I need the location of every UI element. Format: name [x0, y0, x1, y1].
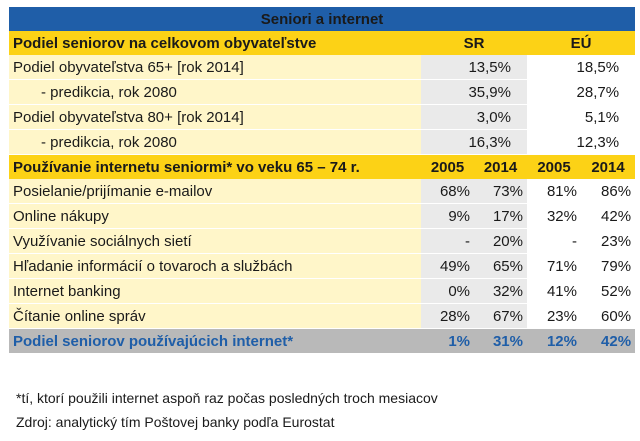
total-value: 42% — [581, 328, 636, 353]
value-cell: 42% — [581, 203, 636, 229]
year-header: 2014 — [581, 154, 636, 179]
value-cell: 0% — [421, 278, 474, 304]
value-cell: 73% — [474, 179, 527, 204]
value-sr: 13,5% — [421, 55, 527, 80]
value-cell: 23% — [581, 228, 636, 254]
total-value: 31% — [474, 328, 527, 353]
year-header: 2014 — [474, 154, 527, 179]
row-label: - predikcia, rok 2080 — [9, 129, 421, 155]
value-cell: 79% — [581, 253, 636, 279]
value-cell: 65% — [474, 253, 527, 279]
section1-header: Podiel seniorov na celkovom obyvateľstve — [9, 31, 421, 55]
table-row: Čítanie online správ 28% 67% 23% 60% — [9, 303, 636, 329]
value-cell: 41% — [527, 278, 581, 304]
table-row: Podiel obyvateľstva 80+ [rok 2014] 3,0% … — [9, 104, 636, 130]
table-row: Posielanie/prijímanie e-mailov 68% 73% 8… — [9, 179, 636, 204]
total-label: Podiel seniorov používajúcich internet* — [9, 328, 421, 353]
value-sr: 35,9% — [421, 79, 527, 105]
row-label: Posielanie/prijímanie e-mailov — [9, 179, 421, 204]
value-cell: 32% — [527, 203, 581, 229]
row-label: Čítanie online správ — [9, 303, 421, 329]
table-row: Internet banking 0% 32% 41% 52% — [9, 278, 636, 304]
total-value: 12% — [527, 328, 581, 353]
value-cell: 49% — [421, 253, 474, 279]
table-row: Využívanie sociálnych sietí - 20% - 23% — [9, 228, 636, 254]
value-eu: 12,3% — [527, 129, 636, 155]
footnote: *tí, ktorí použili internet aspoň raz po… — [16, 390, 438, 406]
value-eu: 18,5% — [527, 55, 636, 80]
source-note: Zdroj: analytický tím Poštovej banky pod… — [16, 414, 335, 430]
section2-header: Používanie internetu seniormi* vo veku 6… — [9, 154, 421, 179]
notes: *tí, ktorí použili internet aspoň raz po… — [16, 386, 438, 434]
value-eu: 28,7% — [527, 79, 636, 105]
table-row: Online nákupy 9% 17% 32% 42% — [9, 203, 636, 229]
table-row: - predikcia, rok 2080 16,3% 12,3% — [9, 129, 636, 155]
value-cell: 52% — [581, 278, 636, 304]
value-cell: 81% — [527, 179, 581, 204]
row-label: Online nákupy — [9, 203, 421, 229]
value-sr: 3,0% — [421, 104, 527, 130]
seniors-internet-table: Seniori a internet Podiel seniorov na ce… — [9, 7, 636, 353]
value-cell: 71% — [527, 253, 581, 279]
row-label: Využívanie sociálnych sietí — [9, 228, 421, 254]
table-title: Seniori a internet — [9, 7, 636, 31]
value-cell: 86% — [581, 179, 636, 204]
row-label: Internet banking — [9, 278, 421, 304]
row-label: Hľadanie informácií o tovaroch a službác… — [9, 253, 421, 279]
total-value: 1% — [421, 328, 474, 353]
value-cell: - — [421, 228, 474, 254]
col-sr: SR — [421, 31, 527, 55]
value-cell: 28% — [421, 303, 474, 329]
year-header: 2005 — [421, 154, 474, 179]
value-eu: 5,1% — [527, 104, 636, 130]
table-row: Podiel obyvateľstva 65+ [rok 2014] 13,5%… — [9, 55, 636, 80]
table-row: Hľadanie informácií o tovaroch a službác… — [9, 253, 636, 279]
year-header: 2005 — [527, 154, 581, 179]
table-row: - predikcia, rok 2080 35,9% 28,7% — [9, 79, 636, 105]
value-cell: 67% — [474, 303, 527, 329]
row-label: Podiel obyvateľstva 80+ [rok 2014] — [9, 104, 421, 130]
value-cell: - — [527, 228, 581, 254]
table-title-row: Seniori a internet — [9, 7, 636, 31]
value-cell: 17% — [474, 203, 527, 229]
value-cell: 60% — [581, 303, 636, 329]
row-label: - predikcia, rok 2080 — [9, 79, 421, 105]
section2-header-row: Používanie internetu seniormi* vo veku 6… — [9, 154, 636, 179]
value-cell: 20% — [474, 228, 527, 254]
value-cell: 9% — [421, 203, 474, 229]
col-eu: EÚ — [527, 31, 636, 55]
value-cell: 68% — [421, 179, 474, 204]
value-cell: 32% — [474, 278, 527, 304]
value-cell: 23% — [527, 303, 581, 329]
total-row: Podiel seniorov používajúcich internet* … — [9, 328, 636, 353]
value-sr: 16,3% — [421, 129, 527, 155]
section1-header-row: Podiel seniorov na celkovom obyvateľstve… — [9, 31, 636, 55]
row-label: Podiel obyvateľstva 65+ [rok 2014] — [9, 55, 421, 80]
